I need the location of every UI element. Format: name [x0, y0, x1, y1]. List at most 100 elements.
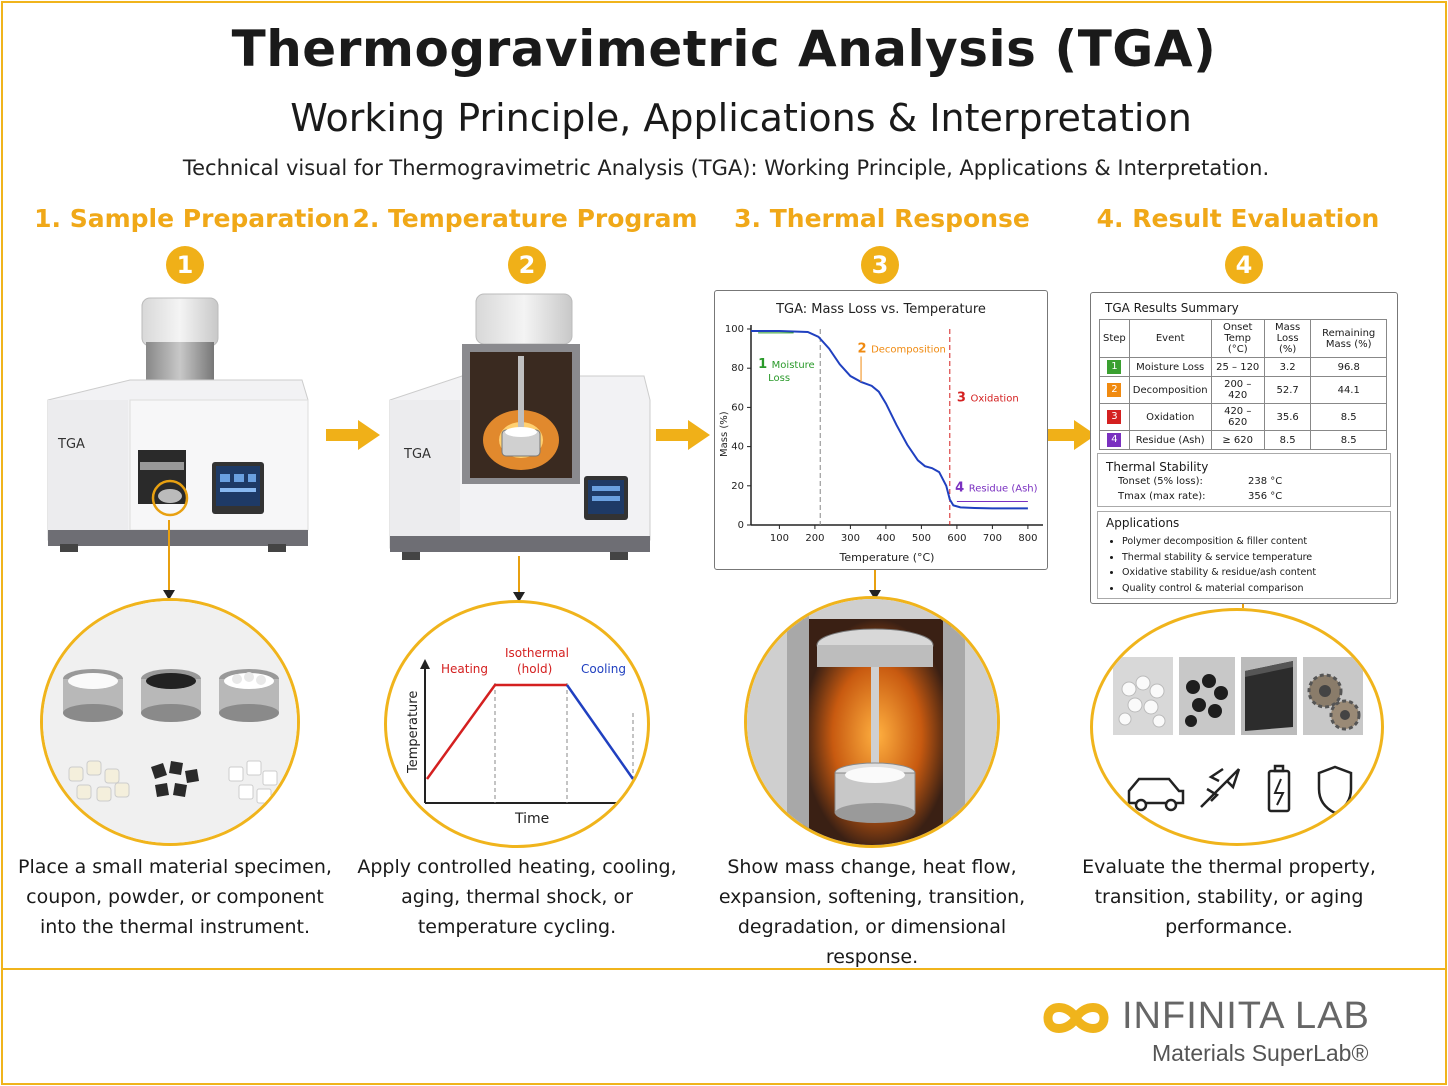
caption-line: temperature cycling. [417, 916, 617, 938]
remaining-mass-cell: 8.5 [1310, 430, 1387, 450]
chart-y-tick-label: 40 [731, 442, 744, 453]
step-4-caption: Evaluate the thermal property, transitio… [1064, 852, 1394, 942]
application-item: Polymer decomposition & filler content [1122, 534, 1316, 550]
flow-arrow-1-icon [326, 420, 380, 450]
furnace-closeup-circle [744, 596, 1000, 848]
results-header-step: Step [1099, 319, 1130, 358]
temperature-program-diagram: Heating Isothermal (hold) Cooling Time T… [406, 646, 637, 827]
page-description: Technical visual for Thermogravimetric A… [182, 156, 1270, 180]
chart-annotation: 1 Moisture [758, 357, 815, 372]
caption-line: transition, stability, or aging [1094, 886, 1364, 908]
caption-line: Evaluate the thermal property, [1082, 856, 1376, 878]
step-3-badge: 3 [861, 246, 899, 284]
furnace-closeup-image [747, 599, 997, 845]
chart-x-tick-label: 400 [876, 533, 895, 544]
step-1-badge: 1 [166, 246, 204, 284]
results-table: Step Event Onset Temp (°C) Mass Loss (%)… [1099, 319, 1387, 450]
step-4-title: 4. Result Evaluation [1096, 204, 1380, 233]
caption-line: Apply controlled heating, cooling, [357, 856, 677, 878]
caption-line: degradation, or dimensional response. [737, 916, 1007, 968]
step-4-badge: 4 [1225, 246, 1263, 284]
chart-ylabel: Mass (%) [719, 411, 730, 457]
tga-chart-panel: TGA: Mass Loss vs. Temperature Temperatu… [714, 290, 1048, 570]
chart-annotation: 4 Residue (Ash) [955, 481, 1038, 496]
phase-cooling-label: Cooling [581, 662, 626, 676]
chart-y-tick-label: 0 [738, 520, 744, 531]
shield-icon [1317, 765, 1353, 815]
caption-line: coupon, powder, or component [26, 886, 324, 908]
results-header-remaining: Remaining Mass (%) [1310, 319, 1387, 358]
results-header-loss: Mass Loss (%) [1263, 319, 1312, 358]
step-number: 2 [1099, 376, 1130, 404]
onset-cell: 25 – 120 [1210, 357, 1265, 377]
brand-tagline: Materials SuperLab® [1152, 1040, 1369, 1066]
application-item: Oxidative stability & residue/ash conten… [1122, 565, 1316, 581]
remaining-mass-cell: 8.5 [1310, 403, 1387, 431]
applications-list: Polymer decomposition & filler content T… [1122, 534, 1316, 596]
chart-title: TGA: Mass Loss vs. Temperature [775, 302, 986, 317]
stability-onset-label: Tonset (5% loss): [1118, 476, 1203, 487]
applications-box: Applications Polymer decomposition & fil… [1097, 511, 1391, 599]
thermal-stability-box: Thermal Stability Tonset (5% loss): 238 … [1097, 453, 1391, 507]
chart-y-tick-label: 100 [725, 324, 744, 335]
application-item: Thermal stability & service temperature [1122, 550, 1316, 566]
mass-loss-cell: 35.6 [1263, 403, 1312, 431]
footer-divider [2, 968, 1446, 970]
flow-arrow-3-icon [1042, 420, 1096, 450]
temperature-program-circle: Heating Isothermal (hold) Cooling Time T… [384, 600, 650, 848]
thermal-stability-title: Thermal Stability [1106, 460, 1209, 474]
stability-max-label: Tmax (max rate): [1118, 491, 1206, 502]
results-row: 3 Oxidation 420 – 620 35.6 8.5 [1099, 403, 1387, 431]
step-3-caption: Show mass change, heat flow, expansion, … [706, 852, 1038, 972]
step-badge: 1 [1107, 360, 1122, 374]
page-subtitle: Working Principle, Applications & Interp… [290, 96, 1192, 140]
brand-name: INFINITA LAB [1122, 995, 1370, 1037]
step-2-title: 2. Temperature Program [352, 204, 698, 233]
tga-instrument-closed: TGA [47, 297, 309, 552]
caption-line: into the thermal instrument. [39, 916, 311, 938]
stability-max-value: 356 °C [1248, 491, 1283, 502]
car-icon [1127, 777, 1185, 812]
connector-1-head [163, 590, 175, 600]
stability-onset-value: 238 °C [1248, 476, 1283, 487]
results-row: 4 Residue (Ash) ≥ 620 8.5 8.5 [1099, 430, 1387, 450]
instrument-2-label: TGA [403, 447, 431, 462]
chart-annotation-line2: Loss [768, 373, 790, 384]
step-number: 1 [1099, 357, 1130, 377]
event-cell: Oxidation [1128, 403, 1212, 431]
chart-x-tick-label: 600 [947, 533, 966, 544]
tga-instrument-open: TGA [389, 293, 651, 560]
chart-x-tick-label: 500 [912, 533, 931, 544]
results-header-onset: Onset Temp (°C) [1210, 319, 1265, 358]
applications-circle [1090, 608, 1384, 846]
connector-1 [168, 520, 170, 590]
tga-mass-loss-chart: TGA: Mass Loss vs. Temperature Temperatu… [719, 302, 1043, 564]
application-item: Quality control & material comparison [1122, 581, 1316, 597]
chart-x-tick-label: 100 [770, 533, 789, 544]
chart-x-tick-label: 200 [805, 533, 824, 544]
page-title: Thermogravimetric Analysis (TGA) [231, 20, 1217, 78]
temp-program-xlabel: Time [514, 811, 549, 827]
onset-cell: 420 – 620 [1210, 403, 1265, 431]
step-2-caption: Apply controlled heating, cooling, aging… [352, 852, 682, 942]
results-header-event: Event [1128, 319, 1212, 358]
remaining-mass-cell: 96.8 [1310, 357, 1387, 377]
airplane-icon [1200, 767, 1241, 808]
onset-cell: 200 – 420 [1210, 376, 1265, 404]
event-cell: Residue (Ash) [1128, 430, 1212, 450]
caption-line: Show mass change, heat flow, [727, 856, 1017, 878]
caption-line: aging, thermal shock, or [401, 886, 633, 908]
chart-x-tick-label: 300 [841, 533, 860, 544]
chart-x-tick-label: 700 [983, 533, 1002, 544]
infinity-logo-icon [1043, 1003, 1109, 1033]
chart-y-tick-label: 60 [731, 402, 744, 413]
event-cell: Decomposition [1128, 376, 1212, 404]
samples-circle [40, 598, 300, 846]
results-panel: TGA Results Summary Step Event Onset Tem… [1090, 292, 1398, 604]
connector-2-head [513, 592, 525, 602]
step-1-caption: Place a small material specimen, coupon,… [10, 852, 340, 942]
chart-x-tick-label: 800 [1018, 533, 1037, 544]
caption-line: expansion, softening, transition, [718, 886, 1026, 908]
results-title: TGA Results Summary [1105, 301, 1239, 315]
